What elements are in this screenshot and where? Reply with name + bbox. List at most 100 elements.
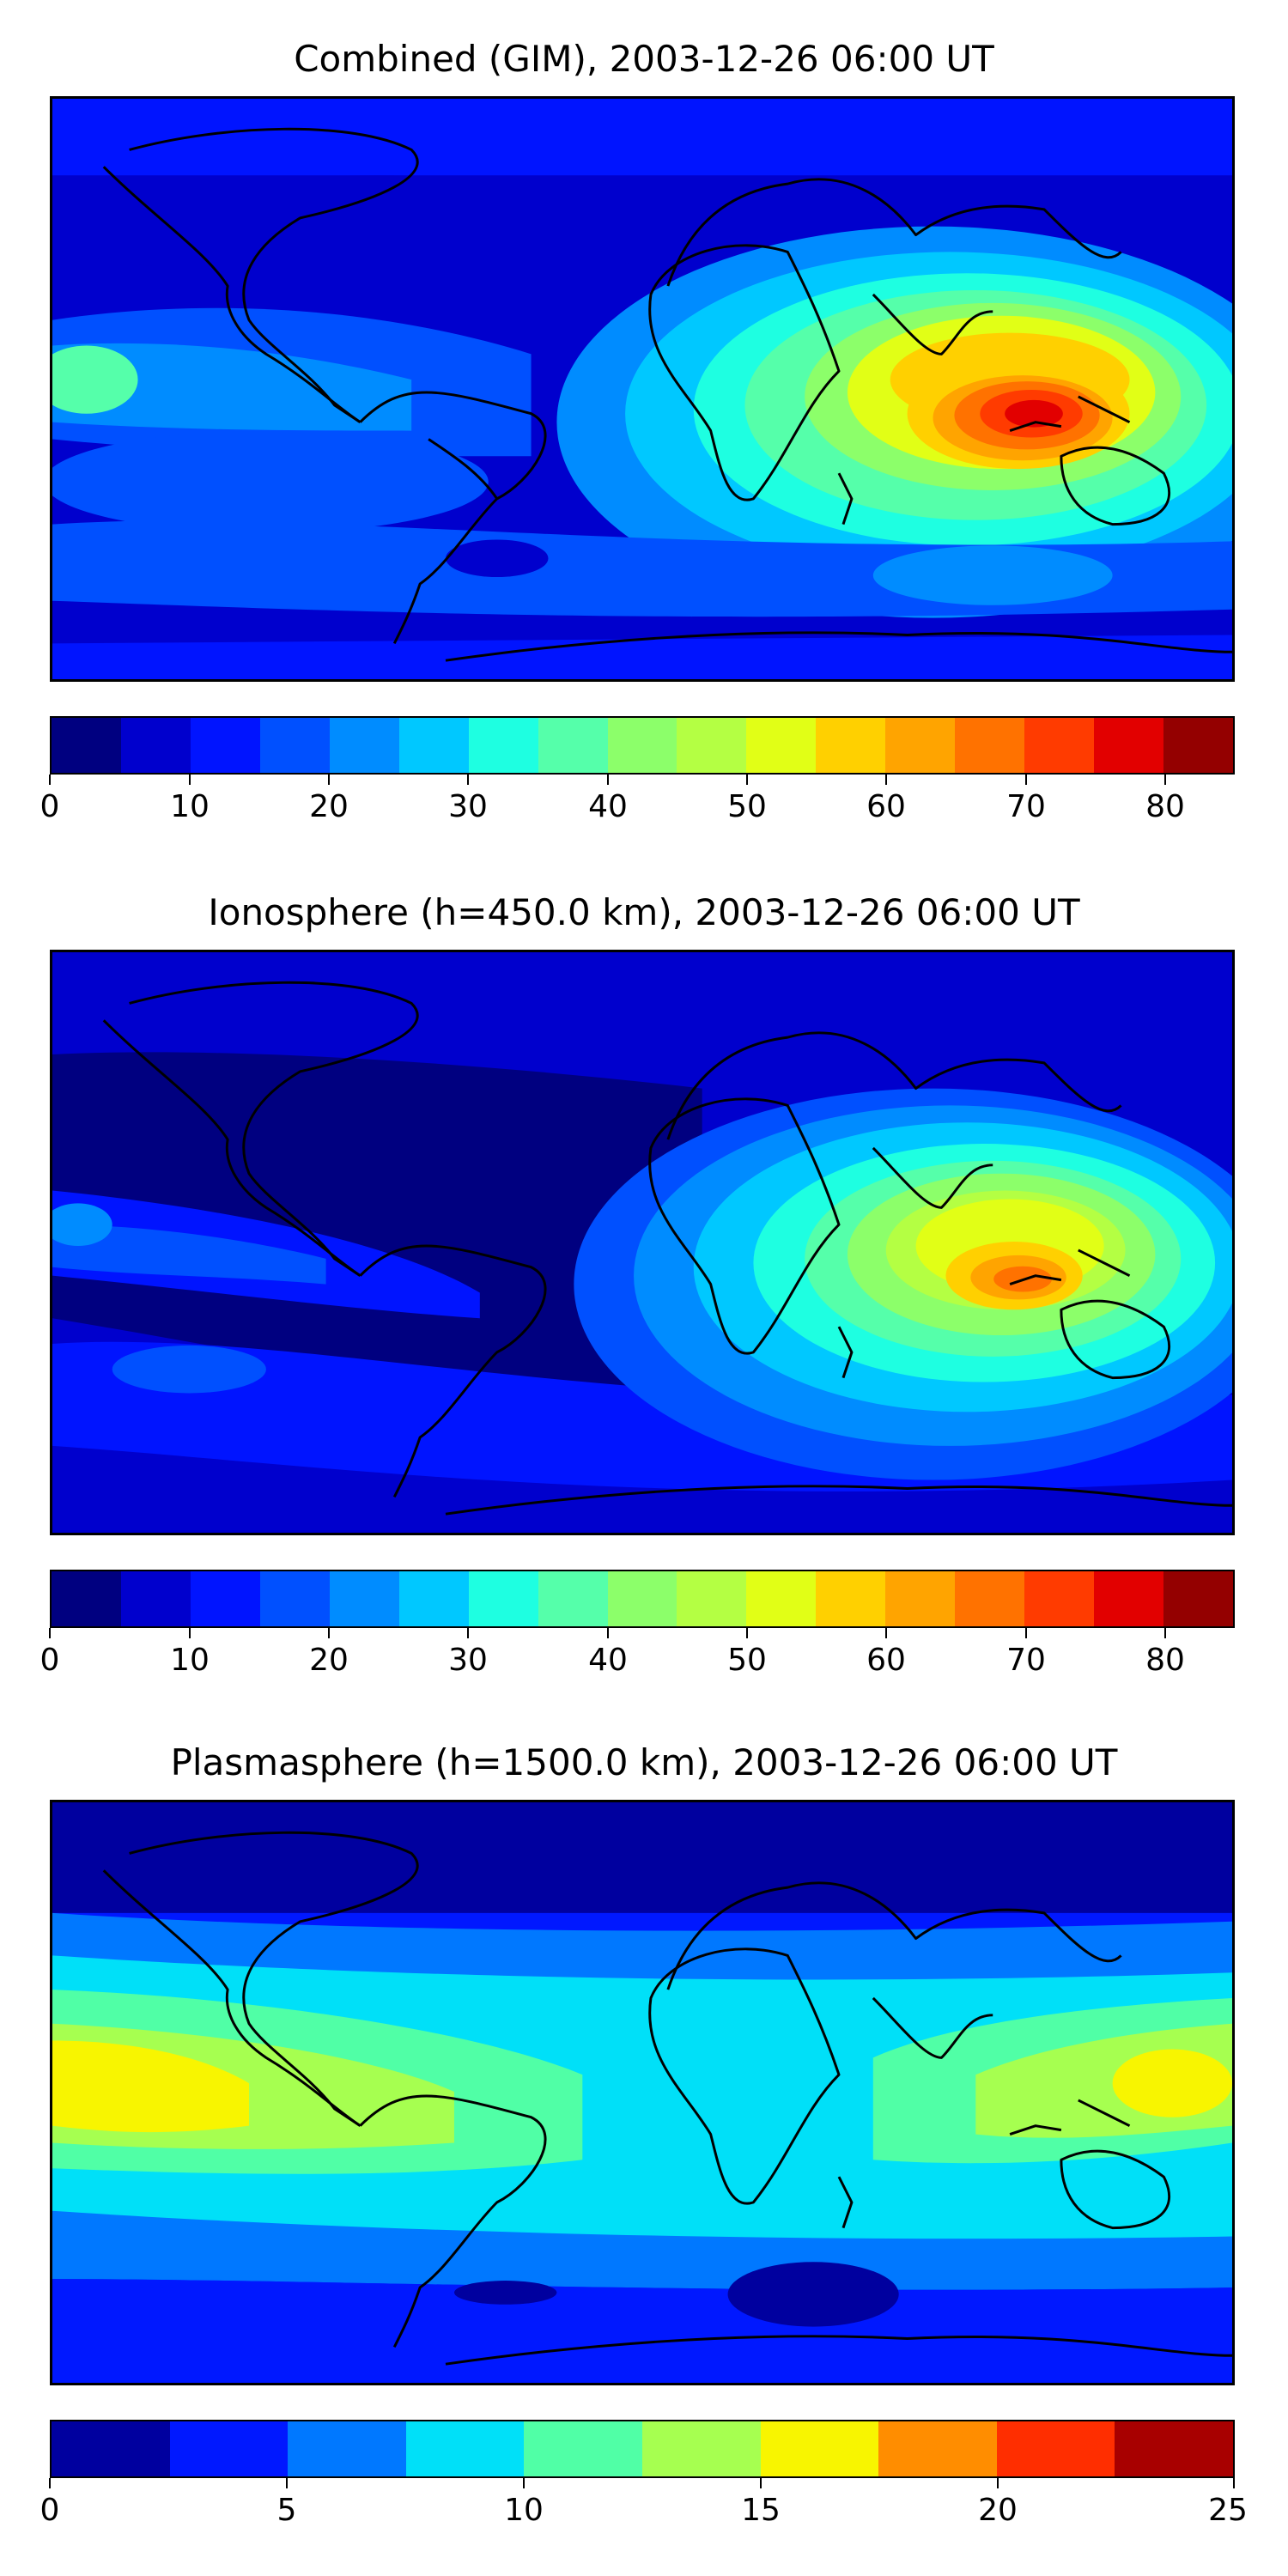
colorbar-tick-label: 80 [1145,789,1185,824]
colorbar-tick [997,2478,999,2488]
colorbar-tick [467,775,469,785]
tec-map-ionosphere [52,952,1232,1533]
colorbar-level-30-35 [468,1571,538,1626]
colorbar-tick [49,1628,51,1638]
colorbar-tick [607,1628,609,1638]
colorbar-level-7.5-10 [405,2421,525,2476]
colorbar-level-40-45 [607,1571,677,1626]
colorbar-level-15-20 [259,718,330,773]
map-combined [50,96,1235,682]
colorbar-tick-label: 80 [1145,1643,1185,1678]
colorbar-level-10-15 [190,1571,260,1626]
panel-title-combined: Combined (GIM), 2003-12-26 06:00 UT [294,38,994,80]
colorbar-tick [1164,1628,1166,1638]
colorbar-level-5-10 [120,1571,191,1626]
colorbar-level-45-50 [677,1571,747,1626]
colorbar-level-80-85 [1163,1571,1233,1626]
colorbar-tick [49,775,51,785]
colorbar-level-55-60 [816,1571,886,1626]
panel-title-plasmasphere: Plasmasphere (h=1500.0 km), 2003-12-26 0… [170,1741,1118,1783]
colorbar-tick-label: 50 [727,789,767,824]
colorbar-level-20-25 [329,1571,399,1626]
colorbar-tick-label: 20 [978,2493,1018,2528]
colorbar-tick-label: 10 [170,1643,210,1678]
colorbar-tick [189,775,191,785]
colorbar-plasmasphere [50,2420,1235,2478]
colorbar-level-10-12.5 [524,2421,642,2476]
colorbar-level-55-60 [816,718,886,773]
colorbar-ionosphere [50,1570,1235,1628]
colorbar-level-80-85 [1163,718,1233,773]
colorbar-tick [1164,775,1166,785]
colorbar-level-0-5 [52,1571,121,1626]
colorbar-level-12.5-15 [641,2421,761,2476]
colorbar-tick-label: 40 [588,789,628,824]
map-ionosphere [50,950,1235,1535]
colorbar-tick-label: 60 [866,789,906,824]
colorbar-tick-label: 0 [39,789,60,824]
colorbar-level-65-70 [955,718,1025,773]
colorbar-tick [1025,775,1027,785]
panel-title-ionosphere: Ionosphere (h=450.0 km), 2003-12-26 06:0… [208,891,1080,933]
colorbar-level-2.5-5 [169,2421,289,2476]
colorbar-tick-label: 60 [866,1643,906,1678]
colorbar-level-5-10 [120,718,191,773]
colorbar-level-70-75 [1024,1571,1095,1626]
colorbar-tick-label: 25 [1208,2493,1248,2528]
colorbar-level-65-70 [955,1571,1025,1626]
colorbar-level-75-80 [1094,718,1163,773]
colorbar-level-22.5-25 [1115,2421,1233,2476]
colorbar-tick [746,1628,748,1638]
colorbar-level-30-35 [468,718,538,773]
colorbar-level-70-75 [1024,718,1095,773]
colorbar-level-15-20 [259,1571,330,1626]
colorbar-tick [328,775,330,785]
colorbar-level-0-2.5 [52,2421,170,2476]
colorbar-level-17.5-20 [878,2421,997,2476]
colorbar-tick [1233,2478,1235,2488]
colorbar-tick-label: 5 [276,2493,297,2528]
colorbar-level-75-80 [1094,1571,1163,1626]
colorbar-tick-label: 50 [727,1643,767,1678]
colorbar-tick-label: 40 [588,1643,628,1678]
colorbar-tick [885,1628,887,1638]
colorbar-tick [189,1628,191,1638]
colorbar-tick [328,1628,330,1638]
colorbar-level-45-50 [677,718,747,773]
map-plasmasphere [50,1800,1235,2385]
colorbar-level-15-17.5 [760,2421,879,2476]
colorbar-tick-label: 10 [170,789,210,824]
colorbar-level-25-30 [398,718,469,773]
colorbar-level-60-65 [885,1571,956,1626]
colorbar-tick [885,775,887,785]
colorbar-tick-label: 20 [309,1643,349,1678]
colorbar-level-5-7.5 [288,2421,406,2476]
colorbar-level-0-5 [52,718,121,773]
colorbar-tick [760,2478,762,2488]
colorbar-level-10-15 [190,718,260,773]
colorbar-tick-label: 0 [39,1643,60,1678]
colorbar-level-35-40 [538,1571,608,1626]
colorbar-level-20-25 [329,718,399,773]
colorbar-tick-label: 20 [309,789,349,824]
tec-map-combined [52,99,1232,679]
colorbar-level-35-40 [538,718,608,773]
colorbar-combined [50,716,1235,775]
colorbar-level-40-45 [607,718,677,773]
colorbar-tick [286,2478,288,2488]
colorbar-tick-label: 30 [448,789,488,824]
colorbar-tick-label: 15 [741,2493,781,2528]
colorbar-tick [467,1628,469,1638]
colorbar-tick [746,775,748,785]
tec-map-plasmasphere [52,1802,1232,2383]
colorbar-tick-label: 0 [39,2493,60,2528]
colorbar-tick [49,2478,51,2488]
colorbar-tick [1025,1628,1027,1638]
colorbar-tick [523,2478,525,2488]
colorbar-tick [607,775,609,785]
colorbar-level-50-55 [746,1571,817,1626]
colorbar-level-50-55 [746,718,817,773]
colorbar-tick-label: 70 [1006,789,1046,824]
colorbar-level-60-65 [885,718,956,773]
colorbar-tick-label: 70 [1006,1643,1046,1678]
